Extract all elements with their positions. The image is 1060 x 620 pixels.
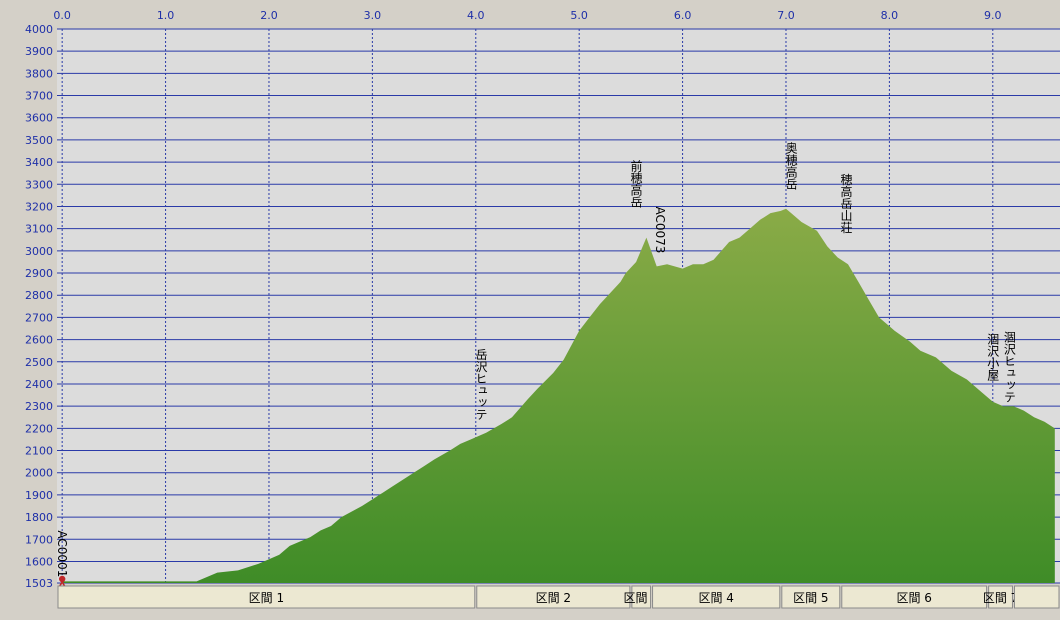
segment-label: 区間 6 [896,591,931,605]
segment-cell[interactable] [57,585,476,609]
y-tick-label: 3300 [25,178,53,191]
y-tick-label: 1800 [25,511,53,524]
waypoint-label: AC0073 [653,206,667,253]
y-tick-label: 1900 [25,489,53,502]
segment-cell[interactable] [781,585,841,609]
y-tick-label: 1600 [25,555,53,568]
segment-cell[interactable] [841,585,988,609]
y-tick-label: 1700 [25,533,53,546]
x-axis-ticks: 0.0 1.0 2.0 3.0 4.0 5.0 6.0 7.0 8.0 9.0 [53,9,1001,22]
y-tick-label: 2100 [25,445,53,458]
y-tick-label: 2200 [25,422,53,435]
segment-label: 区間 2 [536,591,571,605]
segment-label: 区間 3 [623,591,658,605]
waypoint-label: 前穂高岳 [629,158,643,207]
x-tick-label: 7.0 [777,9,795,22]
x-tick-label: 0.0 [53,9,71,22]
y-tick-label: 2000 [25,467,53,480]
waypoint-label: 岳沢ヒュッテ [474,348,488,420]
segment-cell[interactable] [652,585,781,609]
y-tick-label: 2500 [25,356,53,369]
x-tick-label: 3.0 [364,9,382,22]
segment-label: 区間 5 [793,591,828,605]
segment-cell[interactable] [631,585,652,609]
y-tick-label: 3100 [25,223,53,236]
y-tick-label: 2600 [25,334,53,347]
segment-cell[interactable] [476,585,631,609]
waypoint-label: 穂高岳山荘 [839,173,853,234]
waypoint-label: 涸沢ヒュッテ [1002,330,1016,402]
x-tick-label: 1.0 [157,9,175,22]
y-tick-label: 2300 [25,400,53,413]
elevation-area [62,208,1055,583]
segment-label: 区間 1 [249,591,284,605]
y-tick-label: 3500 [25,134,53,147]
x-tick-label: 2.0 [260,9,278,22]
y-tick-label: 3400 [25,156,53,169]
waypoint-label: 涸沢小屋 [986,333,1000,382]
y-tick-label: 3700 [25,90,53,103]
x-tick-label: 4.0 [467,9,485,22]
start-marker [58,575,66,583]
x-tick-label: 9.0 [984,9,1002,22]
segment-label: 区間 4 [698,591,733,605]
elevation-area-path [62,208,1055,583]
y-tick-label: 2700 [25,311,53,324]
y-tick-label: 2900 [25,267,53,280]
segment-cell[interactable] [988,585,1013,609]
waypoint-label: 奥穂高岳 [784,142,798,190]
x-tick-label: 6.0 [674,9,692,22]
y-tick-label: 3800 [25,67,53,80]
segment-bar[interactable]: 区間 1 区間 2 区間 3 区間 4 区間 5 区間 6 区間 7 [57,585,1060,609]
y-axis-ticks: 4000 3900 3800 3700 3600 3500 3400 3300 3200 3100… [25,23,53,590]
y-tick-label: 1503 [25,577,53,590]
y-tick-label: 2400 [25,378,53,391]
y-tick-label: 4000 [25,23,53,36]
y-tick-label: 2800 [25,289,53,302]
y-tick-label: 3000 [25,245,53,258]
y-tick-label: 3900 [25,45,53,58]
x-tick-label: 5.0 [570,9,588,22]
y-tick-label: 3200 [25,200,53,213]
segment-label: 区間 7 [983,591,1018,605]
segment-cell[interactable] [1013,585,1060,609]
y-tick-label: 3600 [25,112,53,125]
x-tick-label: 8.0 [881,9,899,22]
waypoint-label: AC0001 [55,530,69,577]
